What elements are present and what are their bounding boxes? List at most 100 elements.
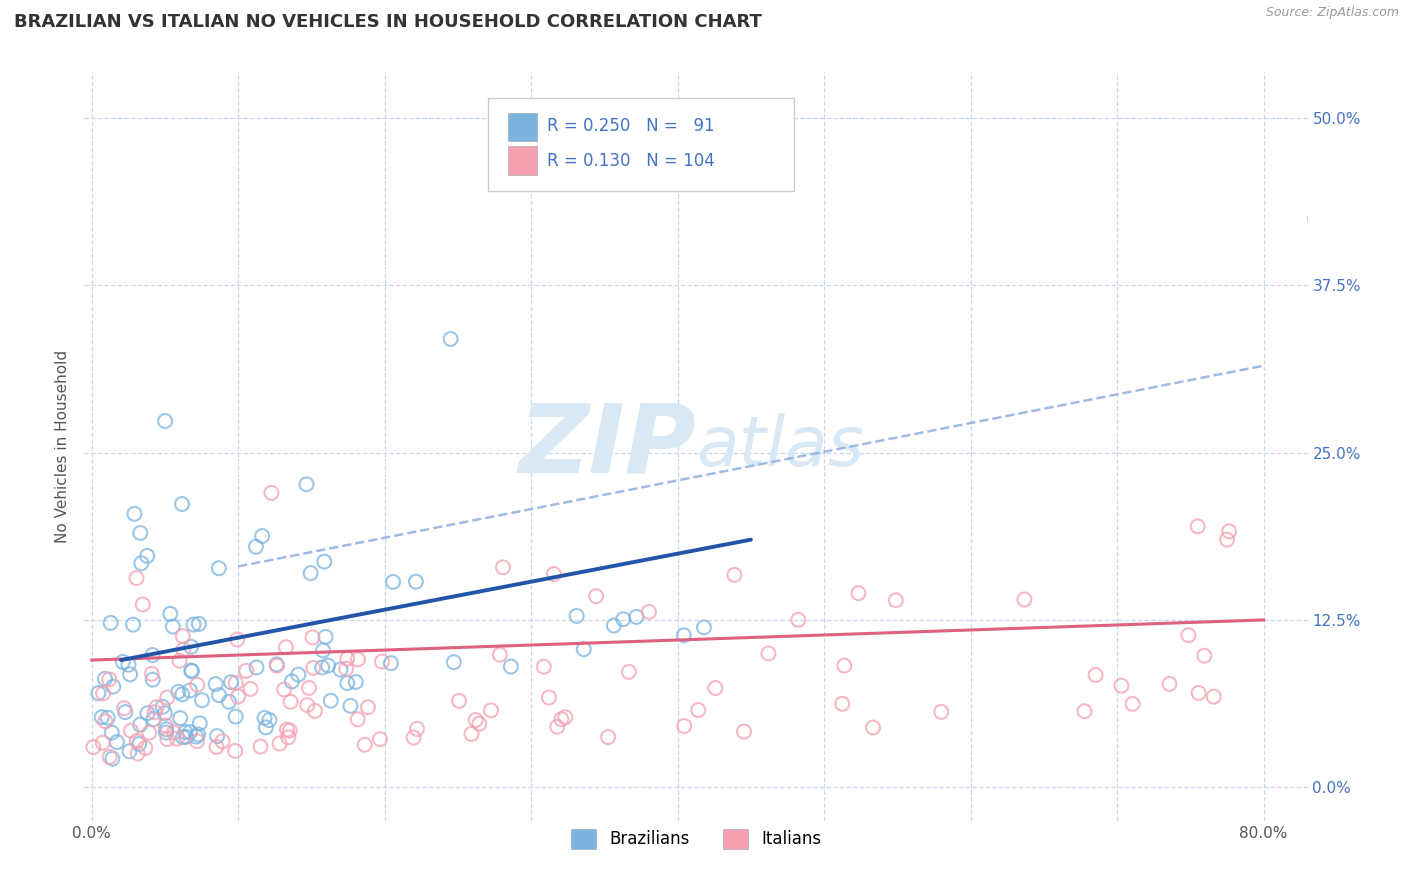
Point — [269, 737, 291, 751]
Point — [98, 673, 121, 687]
Point — [187, 616, 209, 631]
Point — [122, 617, 145, 632]
Point — [208, 561, 231, 575]
Point — [929, 705, 952, 719]
Point — [253, 711, 276, 725]
Point — [145, 700, 167, 714]
Point — [129, 526, 152, 541]
Point — [1216, 533, 1239, 547]
Point — [142, 712, 165, 726]
Point — [163, 725, 186, 739]
Point — [353, 738, 375, 752]
Point — [479, 703, 502, 717]
Point — [533, 659, 555, 673]
Point — [299, 566, 322, 580]
Text: BRAZILIAN VS ITALIAN NO VEHICLES IN HOUSEHOLD CORRELATION CHART: BRAZILIAN VS ITALIAN NO VEHICLES IN HOUS… — [14, 13, 762, 31]
Point — [105, 735, 128, 749]
Point — [1111, 679, 1133, 693]
Point — [219, 675, 242, 690]
Point — [277, 731, 299, 745]
Point — [468, 716, 491, 731]
Point — [617, 665, 640, 679]
Point — [259, 713, 281, 727]
Point — [98, 750, 121, 764]
Point — [347, 652, 370, 666]
Text: atlas: atlas — [696, 412, 863, 480]
Point — [204, 677, 226, 691]
Point — [848, 586, 870, 600]
Point — [100, 615, 122, 630]
Text: ZIP: ZIP — [517, 400, 696, 492]
Point — [297, 698, 319, 712]
Point — [153, 414, 176, 428]
Point — [276, 723, 298, 737]
Point — [136, 706, 159, 721]
Point — [439, 332, 461, 346]
Point — [371, 655, 394, 669]
Point — [443, 655, 465, 669]
Point — [94, 714, 117, 729]
Point — [603, 618, 626, 632]
Point — [382, 574, 405, 589]
Point — [315, 630, 337, 644]
Point — [733, 724, 755, 739]
Point — [862, 721, 884, 735]
Point — [120, 667, 142, 681]
Point — [152, 699, 174, 714]
Point — [626, 610, 648, 624]
Point — [155, 718, 177, 732]
Point — [188, 716, 211, 731]
Point — [101, 725, 124, 739]
Point — [565, 608, 588, 623]
Point — [156, 690, 179, 705]
Point — [205, 729, 228, 743]
Point — [304, 704, 326, 718]
Point — [688, 703, 710, 717]
Point — [186, 730, 208, 744]
Point — [245, 540, 267, 554]
Point — [172, 730, 194, 744]
Point — [460, 727, 482, 741]
Point — [723, 567, 745, 582]
Point — [298, 681, 321, 695]
Point — [499, 659, 522, 673]
Point — [167, 685, 190, 699]
Point — [125, 571, 148, 585]
Point — [117, 657, 139, 672]
Point — [406, 722, 429, 736]
Point — [169, 711, 191, 725]
Point — [598, 730, 620, 744]
Point — [191, 693, 214, 707]
Point — [492, 560, 515, 574]
Point — [543, 567, 565, 582]
Point — [143, 706, 166, 720]
Point — [179, 725, 201, 739]
Point — [142, 648, 165, 662]
Point — [131, 556, 153, 570]
Point — [316, 658, 339, 673]
Point — [159, 607, 181, 621]
Point — [346, 712, 368, 726]
Point — [336, 676, 359, 690]
Point — [302, 661, 325, 675]
Point — [101, 751, 124, 765]
Point — [260, 485, 283, 500]
Point — [138, 725, 160, 739]
Point — [124, 507, 146, 521]
Point — [142, 673, 165, 687]
Point — [87, 686, 110, 700]
Point — [179, 683, 201, 698]
Text: R = 0.130   N = 104: R = 0.130 N = 104 — [547, 152, 714, 169]
Point — [274, 640, 297, 655]
Point — [546, 720, 568, 734]
Text: Source: ZipAtlas.com: Source: ZipAtlas.com — [1265, 6, 1399, 20]
Point — [172, 687, 194, 701]
Point — [183, 617, 205, 632]
Point — [357, 700, 380, 714]
FancyBboxPatch shape — [488, 97, 794, 191]
Point — [673, 719, 696, 733]
Point — [488, 648, 510, 662]
Point — [329, 663, 352, 677]
Point — [186, 678, 208, 692]
Point — [554, 710, 576, 724]
